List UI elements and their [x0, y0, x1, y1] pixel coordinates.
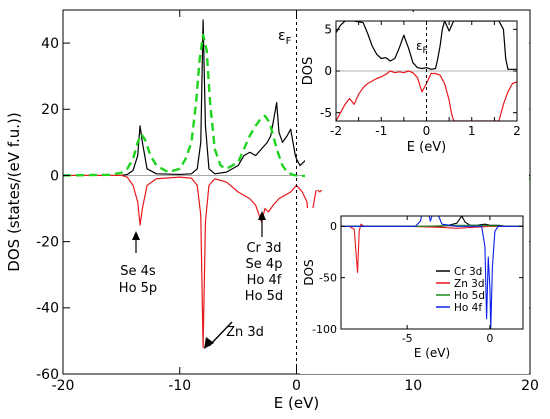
x-tick-label: 2: [513, 124, 521, 138]
annotation-arrowhead-cr3d: [258, 211, 266, 220]
y-axis-label: DOS: [302, 259, 316, 285]
y-tick-label: -100: [312, 323, 337, 336]
series-group: [336, 21, 517, 121]
y-tick-label: 40: [41, 36, 59, 52]
legend-label-2: Ho 5d: [454, 290, 485, 302]
series-line-1: [336, 70, 517, 121]
annotation-arrowhead-se4s: [132, 231, 140, 240]
y-tick-label: 0: [330, 220, 337, 233]
y-tick-label: 0: [50, 168, 59, 184]
x-tick-label: 0: [486, 332, 493, 345]
annotation-arrowhead-zn3d: [204, 337, 214, 349]
x-tick-label: 10: [404, 378, 422, 394]
series-group: [341, 216, 523, 329]
x-axis-label: E (eV): [407, 140, 446, 155]
y-tick-label: -20: [36, 235, 59, 251]
y-axis-label: DOS (states/(eV f.u.)): [5, 112, 23, 271]
annotation-se4s-ho5p-line: Ho 5p: [119, 281, 157, 296]
x-tick-label: 0: [423, 124, 431, 138]
y-tick-label: 5: [324, 23, 332, 37]
plot-background: [341, 216, 523, 329]
x-tick-label: -2: [330, 124, 342, 138]
fermi-label: εF: [278, 28, 292, 47]
y-tick-label: 0: [324, 64, 332, 78]
series-line-2: [341, 224, 523, 227]
annotation-cr3d-group-line: Se 4p: [246, 257, 283, 272]
x-tick-label: 20: [521, 378, 539, 394]
y-tick-label: -50: [319, 271, 337, 284]
inset1-fermi-epsilon: ε: [416, 39, 423, 53]
series-line-2: [62, 33, 531, 180]
inset1-fermi-subscript: F: [423, 46, 428, 56]
x-tick-label: 1: [468, 124, 476, 138]
x-tick-label: -20: [52, 378, 75, 394]
fermi-subscript: F: [286, 36, 292, 47]
annotation-cr3d-group-line: Ho 5d: [245, 289, 283, 304]
annotation-se4s-ho5p-line: Se 4s: [120, 264, 156, 279]
series-line-3: [341, 216, 523, 329]
y-tick-label: -40: [36, 301, 59, 317]
fermi-epsilon: ε: [278, 28, 286, 44]
x-tick-label: -10: [168, 378, 191, 394]
legend-label-1: Zn 3d: [454, 278, 485, 290]
legend-label-0: Cr 3d: [454, 266, 482, 278]
x-tick-label: 0: [292, 378, 301, 394]
annotation-cr3d-group-line: Cr 3d: [246, 241, 281, 256]
inset1-fermi-label: εF: [416, 39, 428, 56]
annotation-zn3d: Zn 3d: [226, 325, 264, 340]
series-line-0: [336, 21, 517, 70]
y-tick-label: 20: [41, 102, 59, 118]
legend-label-3: Ho 4f: [454, 302, 482, 314]
x-tick-label: -5: [402, 332, 413, 345]
x-axis-label: E (eV): [414, 346, 450, 360]
annotation-arrow-zn3d: [208, 321, 233, 347]
y-tick-label: -5: [320, 106, 332, 120]
plot-frame: [340, 215, 524, 330]
y-tick-label: -60: [36, 367, 59, 383]
x-axis-label: E (eV): [274, 394, 319, 412]
annotation-cr3d-group-line: Ho 4f: [247, 273, 282, 288]
x-tick-label: -1: [375, 124, 387, 138]
inset-fermi-zoom-chart: -2 -1 0 1 2 -5 0 5 E (eV) DOS εF: [301, 12, 529, 190]
y-axis-label: DOS: [301, 57, 316, 86]
